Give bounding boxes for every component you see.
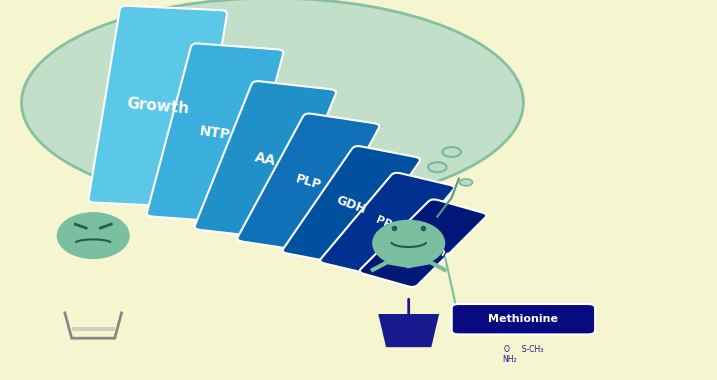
Ellipse shape	[57, 213, 129, 258]
FancyBboxPatch shape	[320, 173, 454, 276]
Circle shape	[428, 162, 447, 172]
FancyBboxPatch shape	[360, 200, 486, 287]
FancyBboxPatch shape	[88, 6, 227, 207]
FancyBboxPatch shape	[452, 304, 595, 334]
Text: AA: AA	[253, 150, 277, 169]
FancyBboxPatch shape	[237, 114, 379, 251]
Text: PLP: PLP	[294, 173, 323, 192]
Text: GDH: GDH	[335, 194, 368, 217]
Ellipse shape	[373, 220, 445, 266]
FancyBboxPatch shape	[282, 146, 420, 264]
Text: PPP: PPP	[374, 215, 400, 234]
Circle shape	[460, 179, 473, 186]
Ellipse shape	[22, 0, 523, 207]
Text: Growth: Growth	[125, 96, 190, 117]
Text: Methionine: Methionine	[393, 224, 453, 262]
Text: O     S-CH₃: O S-CH₃	[504, 345, 543, 354]
Circle shape	[442, 147, 461, 157]
FancyBboxPatch shape	[194, 81, 336, 238]
Polygon shape	[380, 315, 437, 346]
Polygon shape	[72, 327, 115, 331]
Text: NTP: NTP	[199, 124, 232, 142]
Text: NH₂: NH₂	[502, 355, 516, 364]
FancyBboxPatch shape	[147, 43, 283, 223]
Text: Methionine: Methionine	[488, 314, 559, 324]
